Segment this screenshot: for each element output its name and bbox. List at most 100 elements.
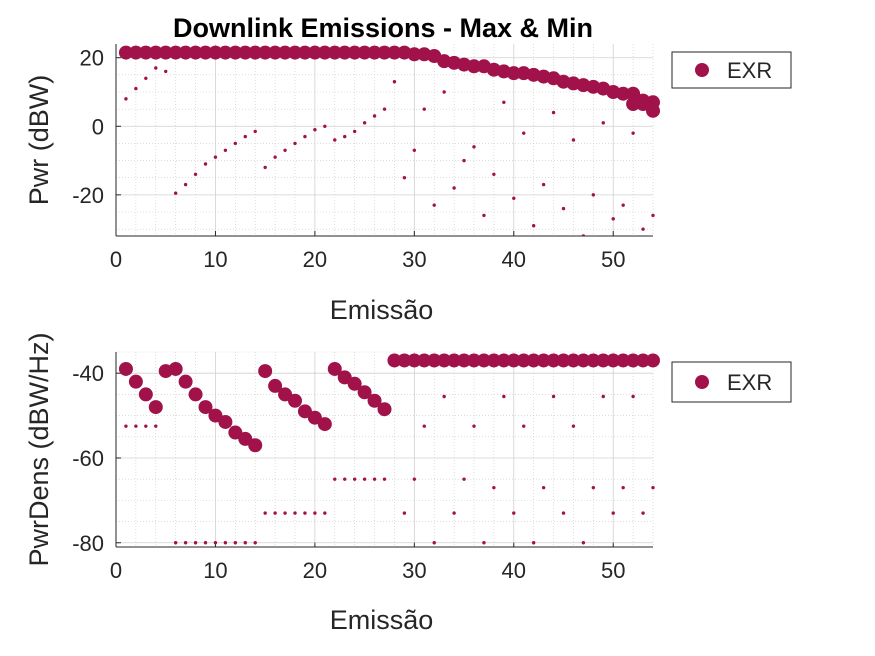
data-point [486, 353, 501, 368]
data-point [382, 107, 387, 111]
data-point [616, 86, 631, 101]
data-point [333, 477, 337, 481]
data-point [457, 353, 472, 368]
data-point [502, 100, 506, 104]
data-point [407, 47, 422, 62]
data-point [243, 134, 247, 139]
data-point [273, 511, 277, 515]
x-axis-label: Emissão [330, 605, 434, 635]
data-point [228, 425, 243, 440]
data-point [611, 511, 615, 515]
data-point [148, 400, 163, 415]
data-point [626, 97, 641, 111]
y-tick-label: -60 [72, 446, 104, 471]
x-tick-label: 0 [110, 558, 122, 583]
data-point [347, 376, 362, 391]
data-point [571, 138, 576, 142]
data-point [128, 45, 143, 60]
data-point [616, 353, 631, 368]
data-point [551, 110, 556, 115]
data-point [243, 541, 247, 545]
data-point [651, 213, 655, 218]
data-point [476, 353, 491, 368]
data-point [144, 76, 148, 80]
data-point [268, 378, 283, 393]
data-point [412, 148, 417, 152]
data-point [327, 361, 342, 376]
data-point [208, 408, 223, 423]
data-point [168, 45, 183, 60]
x-tick-label: 50 [601, 247, 625, 272]
data-point [522, 424, 526, 428]
data-point [293, 141, 297, 146]
data-point [541, 182, 546, 187]
x-tick-label: 20 [303, 558, 327, 583]
y-axis-label: PwrDens (dBW/Hz) [24, 332, 54, 566]
data-point [168, 361, 183, 376]
data-point [601, 394, 605, 399]
data-point [506, 353, 521, 368]
x-tick-label: 30 [402, 247, 426, 272]
data-point [631, 131, 635, 135]
data-point [367, 45, 382, 60]
data-point [362, 477, 367, 481]
data-point [492, 172, 496, 176]
legend-label: EXR [727, 58, 772, 83]
data-point [273, 155, 277, 159]
data-point [482, 541, 486, 545]
data-point [198, 45, 213, 60]
x-tick-label: 20 [303, 247, 327, 272]
data-point [417, 353, 432, 368]
data-point [502, 394, 506, 399]
data-point [561, 511, 566, 515]
data-point [317, 417, 332, 432]
data-point [253, 129, 257, 134]
x-tick-label: 40 [502, 558, 526, 583]
plot-power-density: 0 10 20 30 40 50 -80 -60 -40 Emissão PwrDens (dBW/… [24, 332, 792, 635]
data-point [611, 217, 615, 221]
data-point [581, 541, 586, 545]
data-point [178, 374, 193, 389]
data-point [492, 485, 496, 490]
data-point [621, 203, 625, 207]
data-point [148, 45, 163, 60]
data-point [506, 66, 521, 81]
data-point [203, 162, 208, 166]
data-point [442, 90, 446, 94]
y-axis-label: Pwr (dBW) [24, 75, 54, 206]
data-point [208, 45, 223, 60]
data-point [512, 196, 516, 200]
data-point [372, 114, 377, 118]
data-point [626, 86, 641, 101]
data-point [472, 145, 476, 149]
data-point [522, 131, 526, 135]
data-point [591, 485, 596, 490]
legend-marker [695, 375, 709, 389]
data-point [432, 203, 436, 207]
data-point [124, 424, 128, 428]
data-point [307, 45, 322, 60]
data-point [626, 353, 641, 368]
data-point [536, 353, 551, 368]
data-point [516, 353, 531, 368]
data-point [561, 206, 566, 211]
data-point [382, 477, 387, 481]
data-point [442, 394, 446, 399]
data-point [462, 477, 466, 481]
data-point [198, 400, 213, 415]
data-point [228, 45, 243, 60]
data-point [283, 511, 287, 515]
data-point [462, 158, 466, 163]
data-point [512, 511, 516, 515]
data-point [551, 394, 556, 399]
data-point [452, 511, 456, 515]
data-point [134, 424, 138, 428]
data-point [233, 541, 238, 545]
data-point [452, 186, 456, 190]
y-tick-label: -80 [72, 531, 104, 556]
data-point [238, 45, 253, 60]
data-point [556, 353, 571, 368]
data-point [531, 541, 536, 545]
